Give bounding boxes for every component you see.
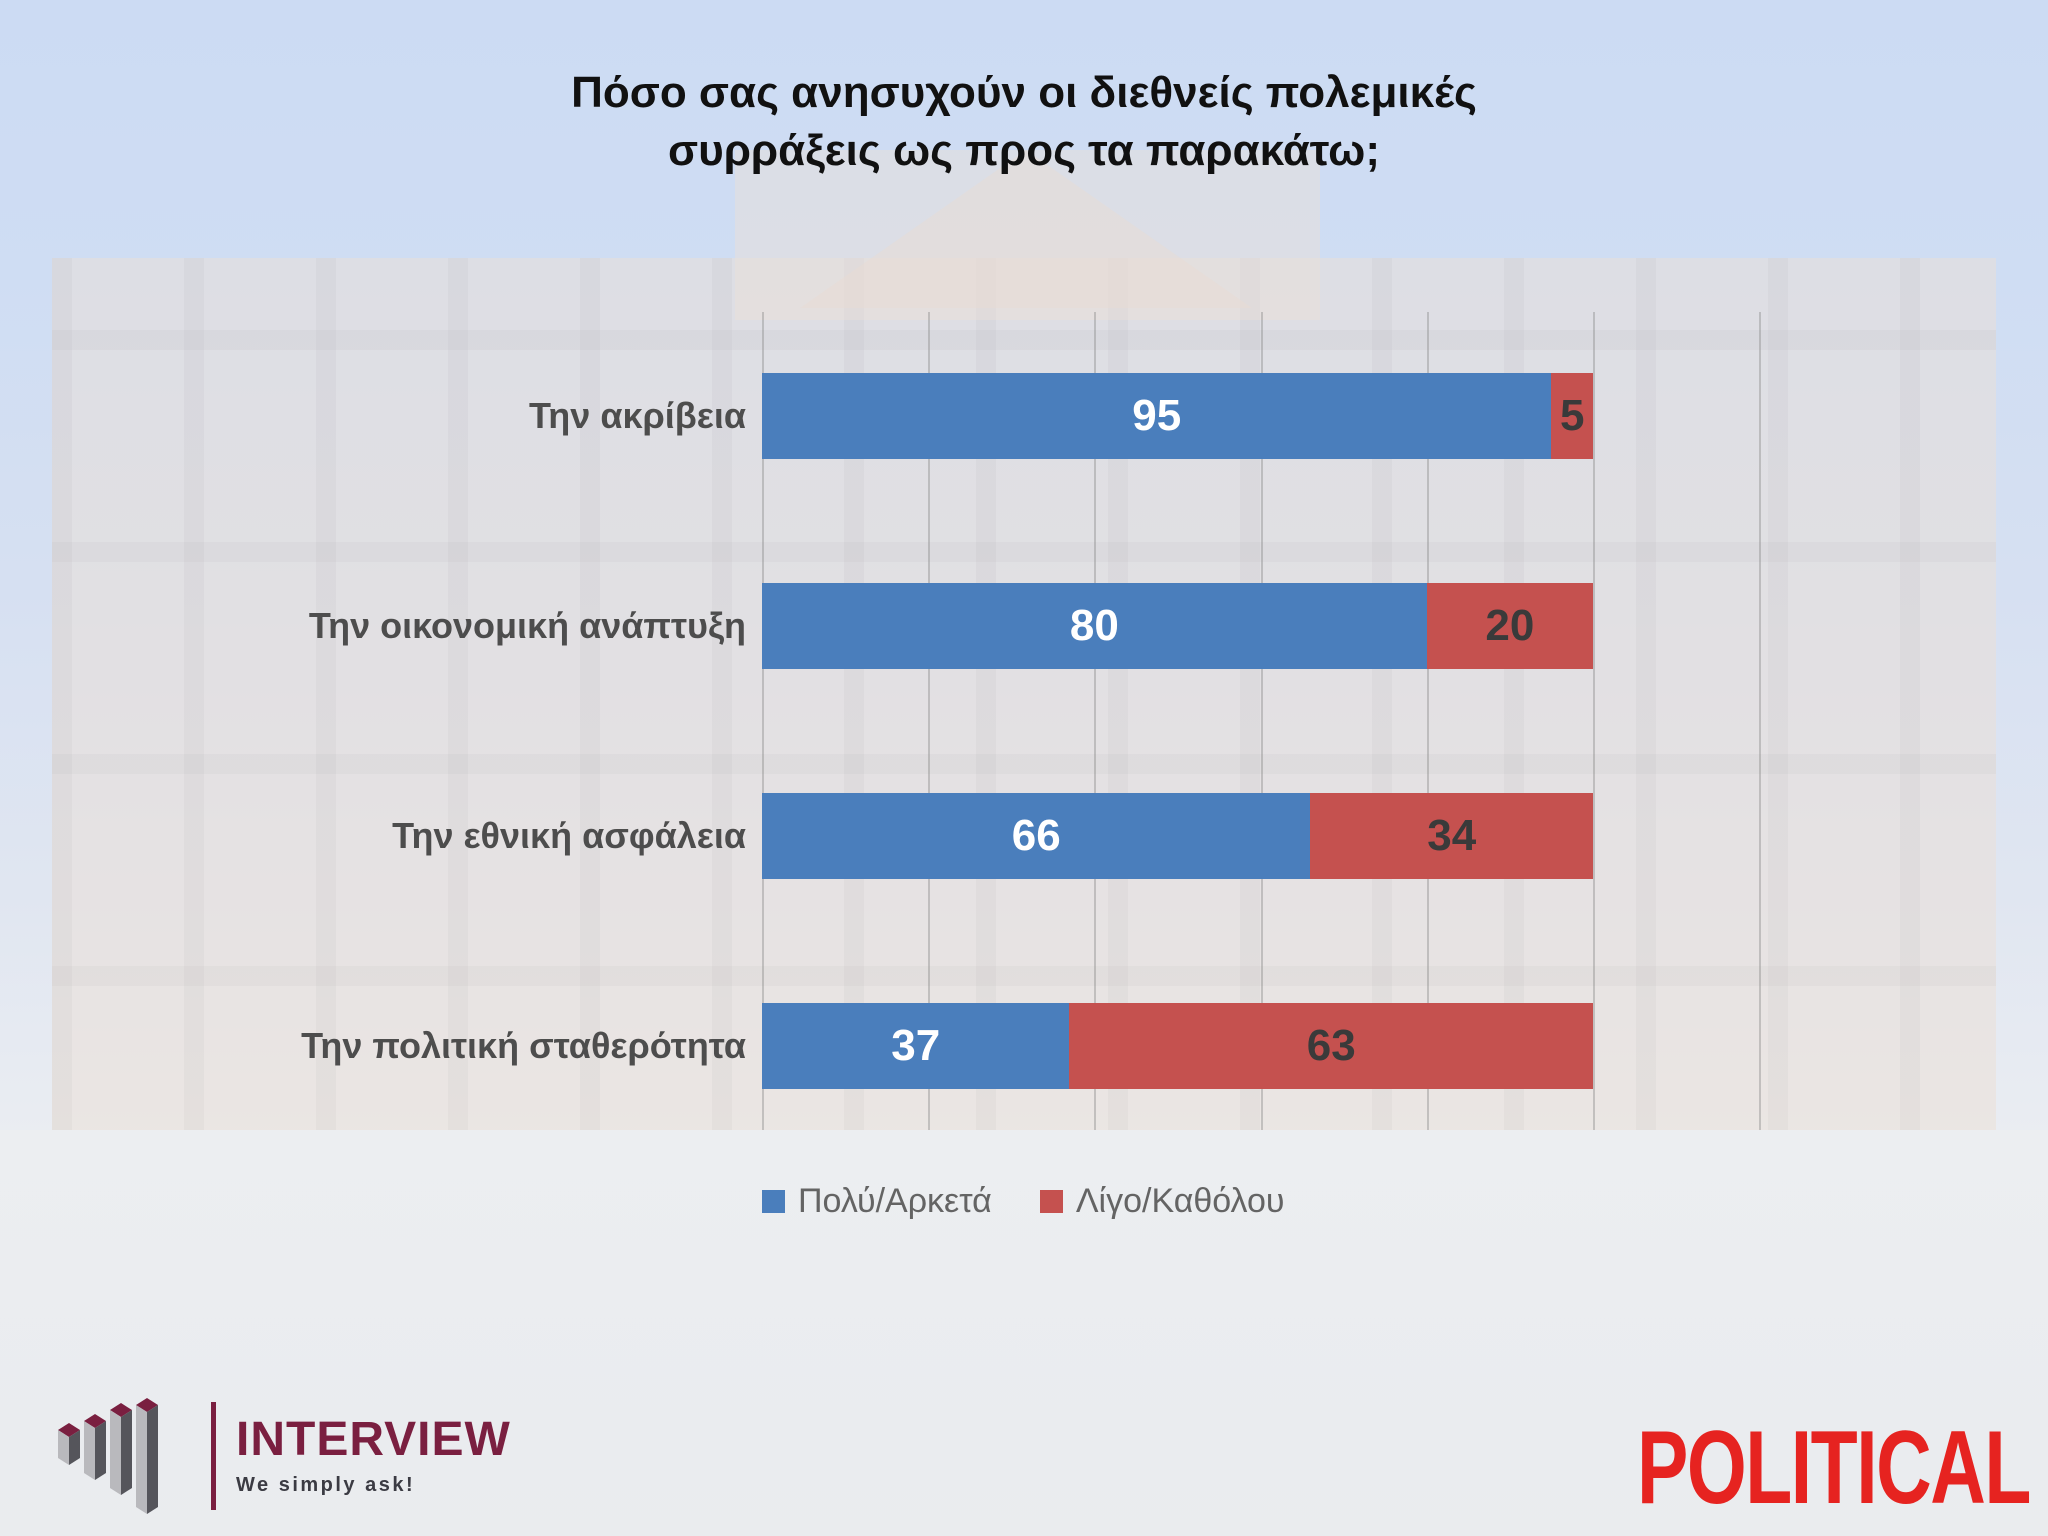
bar-segment-blue: 95: [762, 373, 1552, 459]
bar-value: 34: [1427, 811, 1477, 860]
gridline: [1593, 312, 1595, 1130]
chart-legend: Πολύ/Αρκετά Λίγο/Καθόλου: [762, 1182, 1285, 1221]
chart-title-line2: συρράξεις ως προς τα παρακάτω;: [668, 126, 1380, 176]
gridline: [928, 312, 931, 1130]
gridline: [1260, 312, 1263, 1130]
bar-value: 37: [891, 1021, 941, 1070]
category-label: Την οικονομική ανάπτυξη: [308, 605, 746, 646]
category-label: Την εθνική ασφάλεια: [392, 815, 746, 856]
bar-segment-red: 20: [1426, 583, 1593, 669]
bar-value: 95: [1132, 391, 1182, 440]
bar-value: 20: [1485, 601, 1535, 650]
bar-segment-blue: 37: [762, 1003, 1070, 1089]
bar-segment-red: 34: [1310, 793, 1593, 879]
bar-value: 66: [1011, 811, 1061, 860]
background-ground: [0, 1130, 2048, 1536]
bar-segment-blue: 80: [762, 583, 1427, 669]
gridline: [1759, 312, 1762, 1130]
interview-logo: INTERVIEW We simply ask!: [55, 1392, 511, 1520]
gridline: [1426, 312, 1429, 1130]
bar-value: 5: [1559, 391, 1585, 440]
legend-label: Πολύ/Αρκετά: [798, 1182, 992, 1220]
chart-title: Πόσο σας ανησυχούν οι διεθνείς πολεμικές…: [0, 64, 2048, 180]
gridline: [762, 312, 764, 1130]
bar-segment-blue: 66: [762, 793, 1311, 879]
legend-item: Λίγο/Καθόλου: [1039, 1182, 1285, 1221]
legend-swatch: [1039, 1190, 1063, 1213]
interview-name: INTERVIEW: [236, 1412, 511, 1466]
interview-tagline: We simply ask!: [236, 1473, 416, 1496]
category-label: Την ακρίβεια: [528, 395, 746, 436]
legend-swatch: [762, 1190, 785, 1213]
category-label: Την πολιτική σταθερότητα: [301, 1025, 746, 1066]
background-portico: [735, 150, 1320, 320]
interview-bars-icon: [58, 1398, 158, 1514]
bar-segment-red: 63: [1069, 1003, 1593, 1089]
chart-title-line1: Πόσο σας ανησυχούν οι διεθνείς πολεμικές: [571, 68, 1477, 117]
legend-item: Πολύ/Αρκετά: [762, 1182, 992, 1221]
gridline: [1094, 312, 1097, 1130]
bar-segment-red: 5: [1551, 373, 1593, 459]
political-logo: POLITICAL: [1637, 1410, 2031, 1526]
legend-label: Λίγο/Καθόλου: [1075, 1182, 1285, 1220]
bar-value: 63: [1306, 1021, 1356, 1070]
interview-divider: [211, 1402, 216, 1510]
bar-value: 80: [1069, 601, 1119, 650]
